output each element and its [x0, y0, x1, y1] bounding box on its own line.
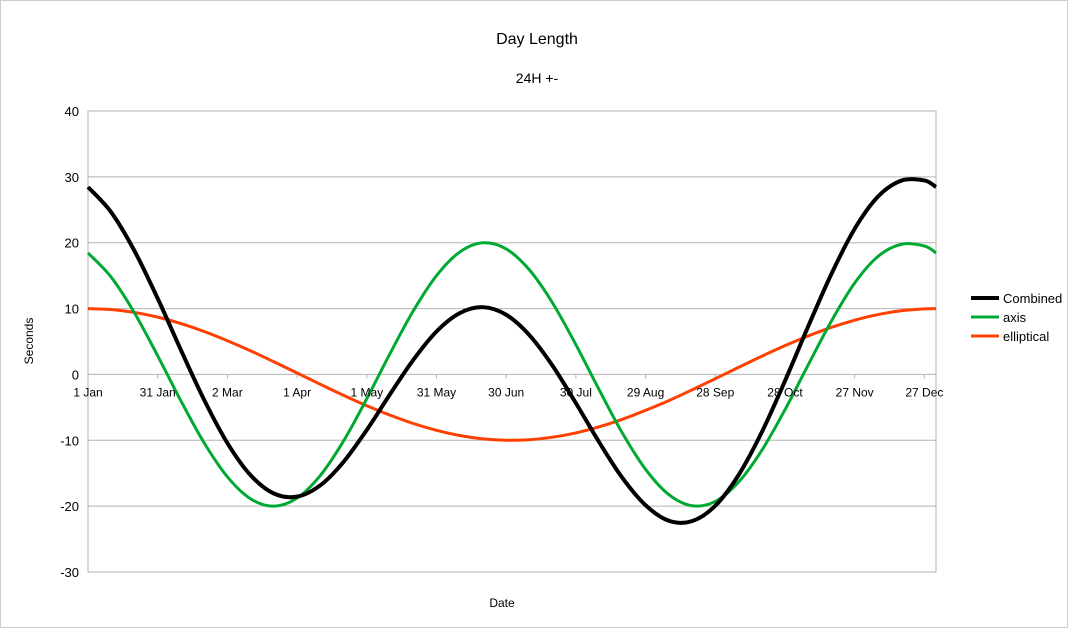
legend-label: Combined: [1003, 291, 1062, 306]
y-tick-label: -10: [60, 433, 79, 448]
series-line-axis: [86, 241, 937, 508]
y-tick-label: -30: [60, 565, 79, 580]
y-tick-label: 20: [65, 236, 79, 251]
x-tick-label: 29 Aug: [627, 385, 664, 399]
y-tick-label: -20: [60, 499, 79, 514]
x-axis-label: Date: [489, 596, 515, 610]
y-tick-label: 0: [72, 367, 79, 382]
x-tick-label: 27 Dec: [905, 385, 943, 399]
x-tick-label: 30 Jul: [560, 385, 592, 399]
legend-label: axis: [1003, 310, 1027, 325]
series-line-elliptical: [87, 307, 937, 442]
x-tick-label: 27 Nov: [836, 385, 874, 399]
x-tick-label: 31 May: [417, 385, 456, 399]
y-tick-label: 40: [65, 104, 79, 119]
chart-title: Day Length: [496, 31, 578, 48]
chart-subtitle: 24H +-: [516, 70, 559, 86]
x-tick-label: 30 Jun: [488, 385, 524, 399]
y-tick-label: 30: [65, 170, 79, 185]
x-tick-label: 1 Apr: [283, 385, 311, 399]
legend-label: elliptical: [1003, 329, 1049, 344]
x-tick-label: 2 Mar: [212, 385, 243, 399]
x-tick-label: 28 Sep: [696, 385, 734, 399]
series-line-combined: [86, 177, 938, 525]
x-tick-label: 1 May: [350, 385, 383, 399]
y-axis-label: Seconds: [22, 318, 36, 365]
x-tick-label: 1 Jan: [73, 385, 102, 399]
x-tick-label: 28 Oct: [767, 385, 803, 399]
legend: Combined axis elliptical: [971, 291, 1062, 344]
y-tick-label: 10: [65, 302, 79, 317]
x-tick-label: 31 Jan: [140, 385, 176, 399]
